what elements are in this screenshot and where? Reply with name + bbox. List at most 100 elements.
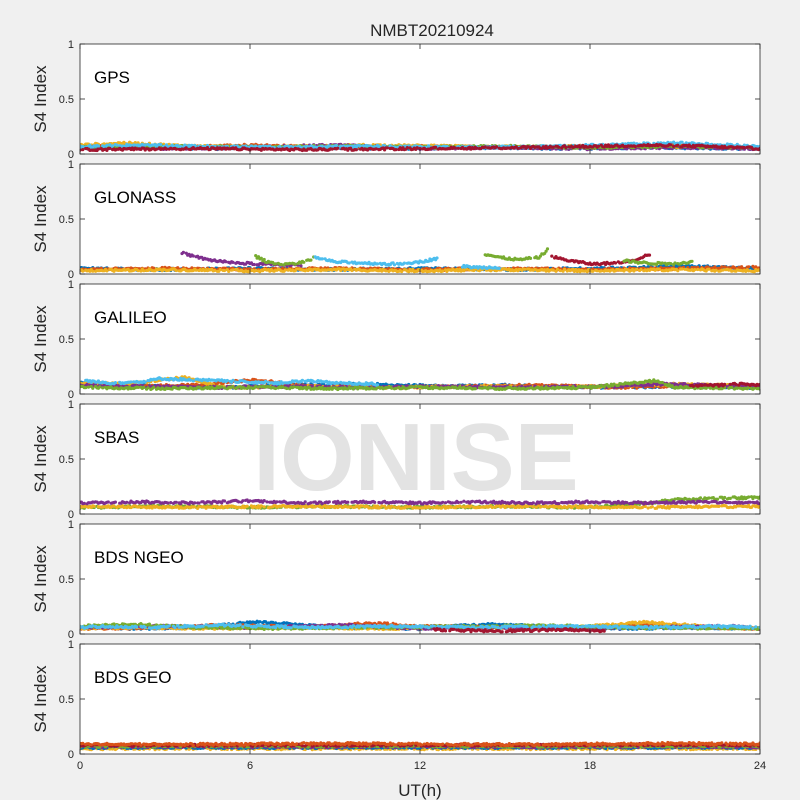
data-point xyxy=(179,144,183,149)
data-point xyxy=(557,145,561,149)
data-point xyxy=(320,257,324,261)
data-point xyxy=(684,141,688,145)
data-point xyxy=(374,147,378,151)
data-point xyxy=(635,267,639,271)
data-point xyxy=(673,261,677,265)
data-point xyxy=(136,269,140,273)
data-point xyxy=(273,262,278,266)
panel-name: GPS xyxy=(94,68,130,87)
data-point xyxy=(596,144,601,148)
data-point xyxy=(441,269,445,273)
data-point xyxy=(159,143,163,147)
data-point xyxy=(259,256,263,260)
data-point xyxy=(256,255,261,259)
data-point xyxy=(742,146,747,150)
data-point xyxy=(169,146,173,150)
data-point xyxy=(262,257,266,262)
y-tick-label: 0.5 xyxy=(59,94,74,106)
series-8 xyxy=(483,247,550,262)
y-tick-label: 1 xyxy=(68,159,74,171)
data-point xyxy=(194,268,198,272)
data-point xyxy=(669,262,673,266)
data-layer xyxy=(80,247,760,274)
data-point xyxy=(254,254,258,258)
data-point xyxy=(721,268,725,272)
data-point xyxy=(143,143,147,147)
data-point xyxy=(516,146,520,150)
data-point xyxy=(254,268,258,273)
data-point xyxy=(105,143,109,147)
data-point xyxy=(555,267,560,271)
data-point xyxy=(347,261,351,265)
data-point xyxy=(720,265,724,269)
y-tick-label: 0 xyxy=(68,149,74,161)
data-point xyxy=(81,145,85,149)
data-point xyxy=(647,253,652,257)
data-point xyxy=(81,269,85,273)
data-point xyxy=(394,148,398,152)
data-point xyxy=(591,269,595,273)
data-point xyxy=(191,254,195,258)
data-point xyxy=(96,147,100,151)
plot-area xyxy=(80,284,760,394)
data-point xyxy=(475,146,479,150)
data-point xyxy=(747,265,751,269)
data-point xyxy=(562,267,567,271)
series-10 xyxy=(622,258,694,267)
data-point xyxy=(254,144,258,148)
data-point xyxy=(435,256,439,260)
data-point xyxy=(613,261,618,265)
data-point xyxy=(105,269,109,273)
data-point xyxy=(633,144,637,149)
data-point xyxy=(680,267,684,271)
plot-area xyxy=(80,44,760,154)
data-point xyxy=(385,146,389,150)
series-7 xyxy=(460,263,501,271)
data-point xyxy=(111,144,115,148)
y-axis-label: S4 Index xyxy=(31,185,50,253)
data-point xyxy=(551,268,555,272)
chart-title: NMBT20210924 xyxy=(370,21,494,40)
y-tick-label: 0.5 xyxy=(59,214,74,226)
data-point xyxy=(190,143,194,147)
data-point xyxy=(213,268,217,273)
data-point xyxy=(227,269,231,273)
data-point xyxy=(551,145,555,149)
data-point xyxy=(92,267,96,271)
series-7 xyxy=(80,142,760,153)
data-point xyxy=(402,261,406,265)
data-point xyxy=(96,144,100,148)
data-point xyxy=(558,269,562,273)
data-point xyxy=(283,268,287,272)
data-point xyxy=(252,262,256,267)
data-point xyxy=(288,261,292,265)
data-point xyxy=(714,268,718,272)
data-point xyxy=(693,268,697,272)
data-point xyxy=(747,269,751,273)
data-point xyxy=(696,267,700,272)
data-point xyxy=(528,256,533,260)
data-point xyxy=(354,148,358,152)
data-point xyxy=(231,268,235,272)
data-point xyxy=(564,145,568,150)
data-point xyxy=(415,146,419,150)
data-point xyxy=(405,146,409,150)
data-point xyxy=(181,250,185,254)
data-point xyxy=(483,145,487,149)
data-point xyxy=(174,268,178,273)
data-point xyxy=(384,269,388,273)
data-point xyxy=(327,144,331,148)
data-point xyxy=(544,249,548,253)
data-point xyxy=(218,268,222,272)
y-tick-label: 1 xyxy=(68,39,74,51)
data-point xyxy=(142,269,146,273)
data-point xyxy=(222,268,227,273)
data-point xyxy=(730,269,734,273)
data-point xyxy=(725,142,730,146)
data-point xyxy=(434,145,438,149)
